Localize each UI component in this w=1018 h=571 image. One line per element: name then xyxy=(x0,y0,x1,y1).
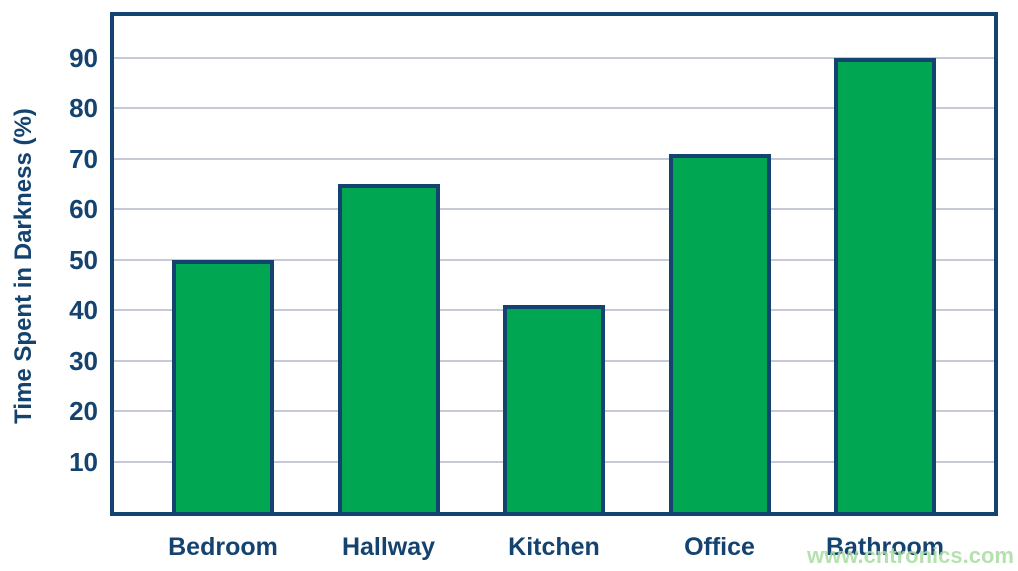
y-tick-label: 90 xyxy=(69,42,98,73)
gridline xyxy=(114,157,994,160)
gridline xyxy=(114,56,994,59)
x-category-label: Hallway xyxy=(341,533,436,561)
y-tick-label: 20 xyxy=(69,396,98,426)
y-tick-label: 30 xyxy=(69,345,98,376)
y-tick-label: 10 xyxy=(69,446,98,477)
bar-office xyxy=(668,153,771,512)
y-tick-label: 50 xyxy=(69,244,98,275)
gridline xyxy=(114,258,994,261)
y-tick-label: 80 xyxy=(69,93,98,124)
x-category-label: Office xyxy=(684,533,755,561)
x-category-label: Bathroom xyxy=(825,533,945,561)
watermark: www.cntronics.com xyxy=(806,543,1014,568)
bar-bedroom xyxy=(172,259,274,512)
y-tick-label: 70 xyxy=(69,143,98,174)
bar-bathroom xyxy=(834,57,936,512)
bar-kitchen xyxy=(503,304,605,512)
bar-hallway xyxy=(337,183,440,512)
y-tick-label: 40 xyxy=(69,295,98,326)
gridline xyxy=(114,208,994,211)
plot-area xyxy=(110,12,998,516)
x-category-label: Kitchen xyxy=(508,533,600,561)
x-category-label: Bedroom xyxy=(168,533,278,561)
gridline xyxy=(114,107,994,110)
y-tick-label: 60 xyxy=(69,194,98,225)
